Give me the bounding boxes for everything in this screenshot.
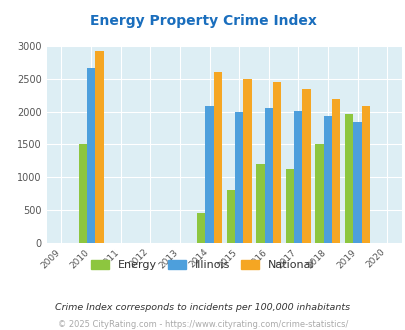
Text: Crime Index corresponds to incidents per 100,000 inhabitants: Crime Index corresponds to incidents per… [55,303,350,313]
Bar [264,108,272,243]
Bar [361,106,369,243]
Bar [213,72,222,243]
Bar [87,68,95,243]
Bar [344,114,352,243]
Bar [234,112,243,243]
Bar [285,169,294,243]
Bar [315,145,323,243]
Bar [226,190,234,243]
Bar [331,99,339,243]
Bar [243,79,251,243]
Text: Energy Property Crime Index: Energy Property Crime Index [90,15,315,28]
Bar [196,213,205,243]
Bar [302,89,310,243]
Bar [294,111,302,243]
Text: © 2025 CityRating.com - https://www.cityrating.com/crime-statistics/: © 2025 CityRating.com - https://www.city… [58,319,347,329]
Bar [95,51,103,243]
Bar [79,145,87,243]
Legend: Energy, Illinois, National: Energy, Illinois, National [88,256,317,273]
Bar [205,106,213,243]
Bar [323,115,331,243]
Bar [352,122,361,243]
Bar [256,164,264,243]
Bar [272,82,280,243]
